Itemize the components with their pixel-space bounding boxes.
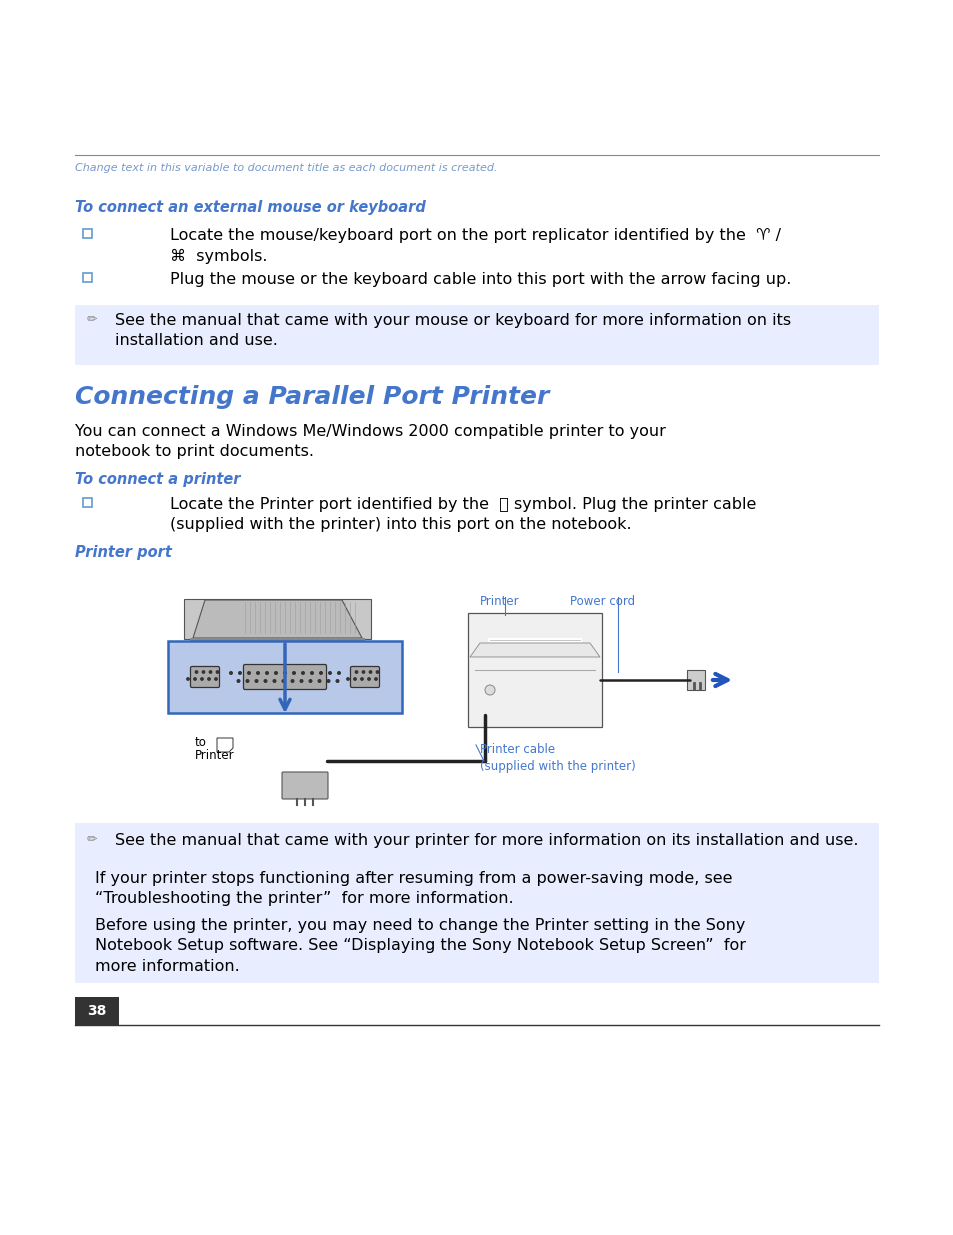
Text: 38: 38 [88, 1004, 107, 1018]
Circle shape [291, 679, 294, 682]
FancyBboxPatch shape [75, 823, 878, 983]
Circle shape [202, 671, 205, 673]
Circle shape [209, 671, 212, 673]
Circle shape [238, 672, 241, 674]
Text: Connecting a Parallel Port Printer: Connecting a Parallel Port Printer [75, 385, 549, 409]
Circle shape [273, 679, 275, 682]
Text: ✏: ✏ [87, 312, 97, 326]
Circle shape [230, 672, 233, 674]
Polygon shape [470, 643, 599, 657]
Circle shape [375, 671, 378, 673]
Circle shape [327, 679, 330, 682]
Text: Power cord: Power cord [569, 595, 635, 608]
Text: Locate the mouse/keyboard port on the port replicator identified by the  ♈ /
⌘  : Locate the mouse/keyboard port on the po… [170, 228, 781, 263]
Circle shape [264, 679, 267, 682]
FancyBboxPatch shape [168, 641, 401, 713]
Circle shape [318, 679, 320, 682]
FancyBboxPatch shape [190, 638, 365, 643]
FancyBboxPatch shape [468, 613, 601, 727]
Text: Printer cable
(supplied with the printer): Printer cable (supplied with the printer… [479, 743, 635, 773]
Circle shape [274, 672, 277, 674]
FancyBboxPatch shape [83, 273, 91, 282]
Circle shape [369, 671, 372, 673]
Text: See the manual that came with your mouse or keyboard for more information on its: See the manual that came with your mouse… [115, 312, 790, 348]
Circle shape [355, 671, 357, 673]
Circle shape [301, 672, 304, 674]
Circle shape [335, 679, 338, 682]
Polygon shape [193, 600, 361, 638]
Polygon shape [216, 739, 233, 752]
Circle shape [256, 672, 259, 674]
Circle shape [311, 672, 313, 674]
FancyBboxPatch shape [191, 667, 219, 688]
Circle shape [216, 671, 218, 673]
FancyBboxPatch shape [350, 667, 379, 688]
Text: Before using the printer, you may need to change the Printer setting in the Sony: Before using the printer, you may need t… [95, 918, 745, 974]
Circle shape [293, 672, 295, 674]
Text: Locate the Printer port identified by the  ⎙ symbol. Plug the printer cable
(sup: Locate the Printer port identified by th… [170, 496, 756, 532]
Circle shape [248, 672, 250, 674]
Text: Plug the mouse or the keyboard cable into this port with the arrow facing up.: Plug the mouse or the keyboard cable int… [170, 272, 791, 287]
FancyBboxPatch shape [83, 228, 91, 238]
Circle shape [319, 672, 322, 674]
Circle shape [255, 679, 257, 682]
Text: To connect an external mouse or keyboard: To connect an external mouse or keyboard [75, 200, 425, 215]
Circle shape [282, 679, 285, 682]
Circle shape [283, 672, 286, 674]
Text: Change text in this variable to document title as each document is created.: Change text in this variable to document… [75, 163, 497, 173]
Circle shape [193, 678, 196, 680]
FancyBboxPatch shape [686, 671, 704, 690]
Circle shape [195, 671, 197, 673]
Circle shape [187, 678, 189, 680]
FancyBboxPatch shape [243, 664, 326, 689]
Text: See the manual that came with your printer for more information on its installat: See the manual that came with your print… [115, 832, 858, 848]
Text: If your printer stops functioning after resuming from a power-saving mode, see
“: If your printer stops functioning after … [95, 871, 732, 906]
Circle shape [309, 679, 312, 682]
Text: To connect a printer: To connect a printer [75, 472, 240, 487]
Circle shape [337, 672, 340, 674]
FancyBboxPatch shape [83, 498, 91, 508]
FancyBboxPatch shape [75, 997, 119, 1025]
FancyBboxPatch shape [75, 305, 878, 366]
Circle shape [360, 678, 363, 680]
Circle shape [329, 672, 331, 674]
Circle shape [362, 671, 364, 673]
Text: ✏: ✏ [87, 832, 97, 846]
FancyBboxPatch shape [184, 599, 371, 638]
Circle shape [237, 679, 239, 682]
Circle shape [368, 678, 370, 680]
Circle shape [266, 672, 268, 674]
Circle shape [300, 679, 302, 682]
Circle shape [246, 679, 249, 682]
Circle shape [484, 685, 495, 695]
Circle shape [375, 678, 376, 680]
Circle shape [347, 678, 349, 680]
Circle shape [200, 678, 203, 680]
Text: Printer: Printer [194, 748, 234, 762]
Text: You can connect a Windows Me/Windows 2000 compatible printer to your
notebook to: You can connect a Windows Me/Windows 200… [75, 424, 665, 459]
Circle shape [208, 678, 210, 680]
Text: Printer port: Printer port [75, 545, 172, 559]
Text: Printer: Printer [479, 595, 519, 608]
Text: to: to [194, 736, 207, 748]
Circle shape [214, 678, 217, 680]
FancyBboxPatch shape [282, 772, 328, 799]
Circle shape [354, 678, 355, 680]
